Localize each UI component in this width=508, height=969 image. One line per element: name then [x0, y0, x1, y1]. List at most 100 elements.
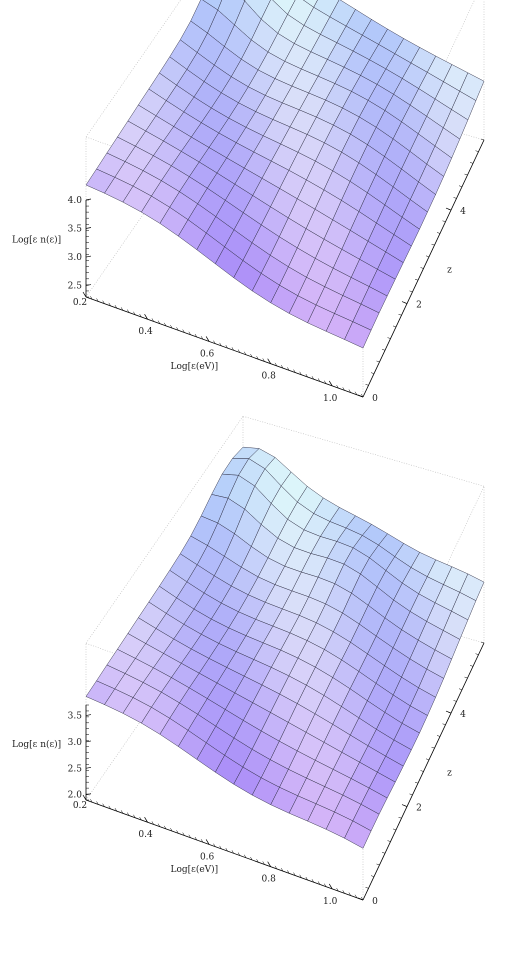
x-minor-tick: [280, 364, 284, 369]
x-tick-label: 0.6: [200, 349, 215, 359]
x-tick-label: 0.2: [73, 298, 87, 308]
vertical-tick-label: 2.5: [68, 282, 83, 292]
z-minor-tick: [370, 875, 375, 877]
x-axis-line: [85, 296, 364, 398]
z-minor-tick: [431, 746, 435, 749]
x-major-tick: [267, 358, 271, 364]
x-tick-label: 0.8: [262, 875, 277, 885]
z-tick-label: 4: [460, 710, 466, 720]
x-major-tick: [328, 380, 333, 387]
vertical-tick-label: 2.0: [68, 791, 83, 801]
z-minor-tick: [376, 360, 380, 363]
x-minor-tick: [225, 847, 228, 852]
x-minor-tick: [157, 823, 161, 827]
z-minor-tick: [398, 313, 402, 316]
x-minor-tick: [237, 349, 241, 353]
vertical-tick-label: 3.0: [68, 738, 83, 748]
z-minor-tick: [387, 840, 391, 842]
x-major-tick: [205, 839, 210, 845]
z-minor-tick: [392, 325, 397, 328]
z-tick-label: 2: [416, 301, 422, 311]
x-tick-label: 1.0: [323, 897, 338, 907]
x-minor-tick: [90, 799, 93, 803]
z-major-tick: [445, 207, 452, 211]
x-minor-tick: [108, 805, 111, 810]
x-minor-tick: [299, 874, 302, 878]
x-minor-tick: [219, 342, 222, 347]
surface-patch: [344, 321, 372, 349]
x-minor-tick: [324, 380, 327, 384]
x-axis-label: Log[ε(eV)]: [170, 864, 218, 875]
x-minor-tick: [133, 814, 136, 818]
z-major-tick: [401, 804, 408, 807]
x-minor-tick: [250, 353, 253, 358]
z-tick-label: 0: [372, 897, 378, 907]
x-minor-tick: [114, 807, 117, 812]
depth-axis-label: z: [447, 266, 452, 276]
x-minor-tick: [176, 830, 179, 834]
x-tick-label: 0.8: [262, 372, 277, 382]
z-minor-tick: [442, 723, 446, 726]
x-minor-tick: [274, 865, 278, 870]
vertical-major-tick: [85, 255, 92, 258]
x-minor-tick: [262, 861, 265, 865]
x-major-tick: [82, 291, 87, 298]
x-minor-tick: [274, 362, 278, 367]
z-minor-tick: [458, 185, 463, 187]
x-axis-label: Log[ε(eV)]: [170, 361, 218, 372]
z-minor-tick: [453, 700, 457, 702]
vertical-axis-label: Log[ε n(ε)]: [12, 739, 61, 750]
z-minor-tick: [365, 384, 369, 386]
vertical-major-tick: [85, 740, 92, 743]
x-minor-tick: [317, 378, 321, 382]
z-minor-tick: [370, 372, 375, 374]
x-minor-tick: [139, 816, 142, 821]
x-minor-tick: [120, 810, 124, 814]
x-axis-line: [85, 799, 364, 901]
x-minor-tick: [102, 803, 105, 807]
z-major-tick: [401, 301, 408, 304]
x-minor-tick: [287, 367, 290, 371]
z-minor-tick: [420, 267, 424, 269]
x-minor-tick: [336, 384, 339, 389]
x-major-tick: [144, 817, 148, 823]
z-minor-tick: [464, 173, 468, 176]
x-minor-tick: [114, 304, 117, 309]
vertical-major-tick: [85, 714, 92, 716]
z-minor-tick: [431, 243, 435, 246]
x-minor-tick: [200, 336, 204, 340]
x-minor-tick: [354, 894, 358, 898]
x-major-tick: [82, 794, 87, 801]
x-minor-tick: [188, 834, 191, 838]
surface-patch: [344, 820, 372, 849]
z-major-tick: [357, 394, 364, 398]
x-tick-label: 0.6: [200, 852, 215, 862]
x-minor-tick: [157, 320, 161, 324]
x-minor-tick: [133, 311, 136, 315]
x-minor-tick: [256, 859, 259, 863]
x-minor-tick: [139, 313, 142, 318]
vertical-major-tick: [85, 227, 92, 229]
z-minor-tick: [425, 758, 430, 761]
z-tick-label: 0: [372, 394, 378, 404]
x-minor-tick: [108, 302, 111, 307]
x-minor-tick: [219, 845, 222, 850]
x-minor-tick: [200, 839, 204, 843]
vertical-tick-label: 4.0: [68, 196, 83, 206]
x-minor-tick: [96, 298, 99, 302]
z-minor-tick: [425, 255, 430, 258]
vertical-tick-label: 3.5: [68, 225, 83, 235]
x-minor-tick: [311, 879, 314, 883]
x-minor-tick: [293, 369, 296, 373]
x-minor-tick: [151, 318, 154, 322]
x-minor-tick: [194, 836, 198, 841]
z-minor-tick: [376, 863, 380, 866]
x-minor-tick: [225, 344, 228, 349]
z-minor-tick: [469, 162, 474, 164]
x-minor-tick: [231, 347, 234, 351]
x-minor-tick: [342, 387, 345, 391]
z-minor-tick: [381, 349, 386, 351]
x-minor-tick: [182, 832, 185, 836]
x-major-tick: [267, 861, 271, 867]
x-minor-tick: [299, 371, 302, 375]
